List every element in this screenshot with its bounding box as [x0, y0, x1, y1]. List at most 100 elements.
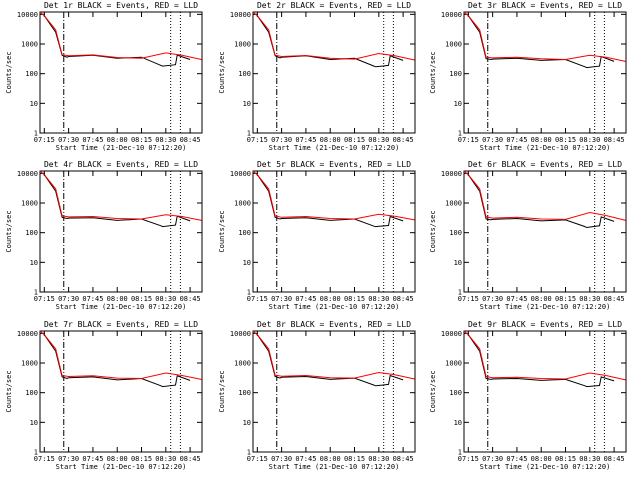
x-tick-label: 07:45 — [506, 295, 527, 303]
y-tick-label: 1 — [458, 449, 462, 457]
x-tick-label: 07:30 — [271, 136, 292, 144]
y-tick-label: 100 — [238, 70, 251, 78]
y-tick-label: 1 — [247, 130, 251, 138]
x-tick-label: 07:30 — [482, 136, 503, 144]
series-lld-line — [39, 330, 202, 380]
x-tick-label: 07:45 — [295, 136, 316, 144]
chart-title: Det 5r BLACK = Events, RED = LLD — [257, 160, 411, 169]
x-axis-label: Start Time (21-Dec-10 07:12:20) — [269, 463, 400, 471]
x-tick-label: 07:15 — [34, 455, 55, 463]
x-tick-label: 08:00 — [531, 295, 552, 303]
series-lld-line — [463, 170, 626, 221]
x-tick-label: 08:30 — [155, 295, 176, 303]
y-tick-label: 1000 — [21, 41, 38, 49]
x-tick-label: 08:00 — [320, 455, 341, 463]
x-tick-label: 07:30 — [482, 455, 503, 463]
plot-frame — [39, 11, 203, 134]
x-tick-label: 07:30 — [482, 295, 503, 303]
subplot-9: Det 9r BLACK = Events, RED = LLD 1 10 100 10… — [429, 320, 627, 471]
series-events-line — [467, 334, 615, 388]
x-tick-label: 07:45 — [82, 295, 103, 303]
x-tick-label: 08:30 — [155, 455, 176, 463]
y-axis-label: Counts/sec — [218, 51, 226, 93]
x-tick-label: 08:15 — [344, 136, 365, 144]
x-tick-label: 08:00 — [531, 136, 552, 144]
subplot-8: Det 8r BLACK = Events, RED = LLD 1 10 100 10… — [218, 320, 416, 471]
y-tick-label: 10 — [454, 419, 462, 427]
plot-frame — [252, 330, 416, 453]
chart-title: Det 8r BLACK = Events, RED = LLD — [257, 320, 411, 329]
plot-frame — [463, 11, 627, 134]
x-axis-label: Start Time (21-Dec-10 07:12:20) — [269, 144, 400, 152]
y-tick-label: 1000 — [445, 200, 462, 208]
x-tick-label: 08:15 — [555, 295, 576, 303]
x-tick-label: 08:15 — [344, 455, 365, 463]
y-axis-label: Counts/sec — [5, 51, 13, 93]
series-events-line — [43, 174, 191, 228]
x-axis-label: Start Time (21-Dec-10 07:12:20) — [269, 303, 400, 311]
y-tick-label: 100 — [449, 389, 462, 397]
x-tick-label: 07:15 — [458, 295, 479, 303]
y-tick-label: 10000 — [230, 11, 251, 19]
subplot-7: Det 7r BLACK = Events, RED = LLD 1 10 100 10… — [5, 320, 203, 471]
y-tick-label: 100 — [449, 229, 462, 237]
plot-frame — [463, 330, 627, 453]
chart-title: Det 3r BLACK = Events, RED = LLD — [468, 1, 622, 10]
y-tick-label: 1000 — [234, 360, 251, 368]
x-tick-label: 08:00 — [531, 455, 552, 463]
x-tick-label: 08:30 — [579, 136, 600, 144]
x-tick-label: 07:30 — [58, 295, 79, 303]
x-tick-label: 08:45 — [393, 136, 414, 144]
x-tick-label: 08:30 — [368, 295, 389, 303]
y-tick-label: 10 — [454, 100, 462, 108]
chart-title: Det 1r BLACK = Events, RED = LLD — [44, 1, 198, 10]
x-tick-label: 07:45 — [295, 295, 316, 303]
y-axis-label: Counts/sec — [218, 210, 226, 252]
y-tick-label: 1000 — [234, 200, 251, 208]
y-tick-label: 1000 — [21, 200, 38, 208]
y-tick-label: 1 — [247, 289, 251, 297]
y-tick-label: 10000 — [17, 330, 38, 338]
x-tick-label: 08:30 — [368, 136, 389, 144]
subplot-1: Det 1r BLACK = Events, RED = LLD 1 10 100 10… — [5, 1, 203, 152]
x-tick-label: 08:15 — [131, 295, 152, 303]
y-axis-label: Counts/sec — [5, 370, 13, 412]
y-tick-label: 1 — [247, 449, 251, 457]
x-tick-label: 08:45 — [393, 455, 414, 463]
x-tick-label: 08:15 — [131, 455, 152, 463]
series-lld-line — [252, 330, 415, 380]
y-tick-label: 1 — [458, 289, 462, 297]
x-axis-label: Start Time (21-Dec-10 07:12:20) — [480, 144, 611, 152]
x-tick-label: 08:00 — [320, 136, 341, 144]
series-events-line — [43, 334, 191, 388]
y-axis-label: Counts/sec — [429, 210, 437, 252]
y-tick-label: 1000 — [234, 41, 251, 49]
x-tick-label: 07:15 — [247, 455, 268, 463]
y-tick-label: 10000 — [17, 11, 38, 19]
y-tick-label: 10000 — [441, 170, 462, 178]
series-lld-line — [39, 170, 202, 221]
y-tick-label: 10 — [30, 419, 38, 427]
y-tick-label: 100 — [25, 70, 38, 78]
series-lld-line — [463, 330, 626, 381]
y-tick-label: 1000 — [445, 360, 462, 368]
series-events-line — [256, 174, 404, 228]
y-tick-label: 1 — [34, 289, 38, 297]
y-axis-label: Counts/sec — [218, 370, 226, 412]
y-tick-label: 10 — [30, 259, 38, 267]
y-tick-label: 10 — [454, 259, 462, 267]
chart-title: Det 4r BLACK = Events, RED = LLD — [44, 160, 198, 169]
x-tick-label: 07:30 — [271, 295, 292, 303]
x-tick-label: 08:45 — [180, 136, 201, 144]
x-tick-label: 07:15 — [458, 455, 479, 463]
x-tick-label: 08:30 — [579, 455, 600, 463]
chart-title: Det 7r BLACK = Events, RED = LLD — [44, 320, 198, 329]
series-lld-line — [39, 11, 202, 60]
y-tick-label: 10000 — [230, 170, 251, 178]
x-tick-label: 07:15 — [458, 136, 479, 144]
series-events-line — [256, 15, 404, 68]
subplot-4: Det 4r BLACK = Events, RED = LLD 1 10 100 10… — [5, 160, 203, 311]
series-events-line — [467, 15, 615, 69]
x-tick-label: 08:45 — [604, 136, 625, 144]
chart-title: Det 9r BLACK = Events, RED = LLD — [468, 320, 622, 329]
